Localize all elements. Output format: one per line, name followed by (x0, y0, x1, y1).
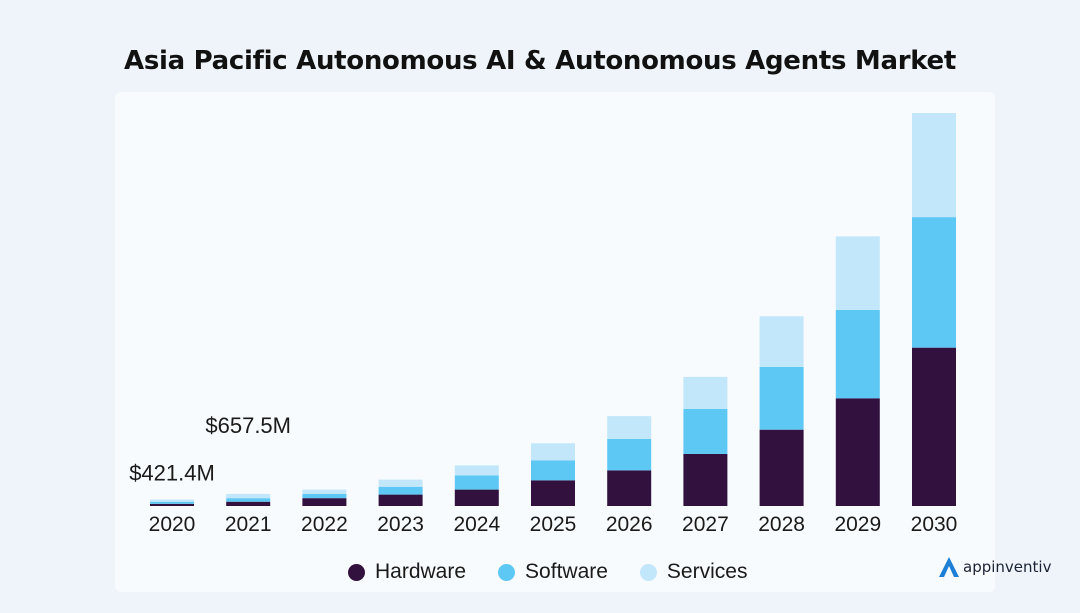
legend-item-services: Services (639, 560, 748, 584)
legend-label-hardware: Hardware (375, 560, 467, 583)
bar-hardware-2023 (378, 494, 423, 506)
x-tick-label-2027: 2027 (682, 513, 729, 536)
bar-hardware-2030 (912, 347, 956, 506)
legend-swatch-software (498, 563, 516, 581)
bar-software-2026 (607, 438, 652, 471)
x-tick-label-2025: 2025 (530, 513, 577, 536)
legend-label-services: Services (666, 560, 748, 583)
chart-legend: Hardware Software Services (348, 558, 747, 586)
brand-logo: appinventiv (938, 556, 1051, 578)
bar-hardware-2020 (150, 503, 194, 506)
x-tick-label-2026: 2026 (606, 513, 653, 536)
bar-services-2021 (226, 493, 271, 499)
legend-swatch-services (639, 563, 657, 581)
x-tick-label-2024: 2024 (453, 513, 500, 536)
bar-services-2024 (454, 465, 499, 476)
appinventiv-logo-icon (939, 557, 959, 577)
bar-services-2023 (378, 479, 423, 487)
bar-services-2028 (759, 316, 804, 367)
chart-title: Asia Pacific Autonomous AI & Autonomous … (124, 46, 956, 76)
x-tick-label-2023: 2023 (377, 513, 424, 536)
bar-software-2021 (226, 498, 271, 502)
bar-software-2028 (759, 366, 804, 430)
bar-hardware-2024 (454, 489, 499, 506)
bar-hardware-2021 (226, 501, 271, 506)
x-tick-label-2022: 2022 (301, 513, 348, 536)
legend-label-software: Software (525, 560, 608, 583)
data-label-2021: $657.5M (205, 413, 291, 438)
bar-software-2027 (683, 408, 728, 454)
bar-software-2022 (302, 493, 347, 499)
bar-hardware-2028 (759, 429, 804, 506)
bar-software-2030 (912, 217, 956, 348)
bar-software-2025 (531, 460, 575, 481)
brand-name: appinventiv (963, 558, 1052, 576)
bar-hardware-2029 (835, 398, 880, 506)
bar-hardware-2027 (683, 453, 728, 506)
bar-services-2030 (912, 112, 956, 218)
bar-software-2020 (150, 501, 194, 504)
data-label-2020: $421.4M (129, 461, 215, 486)
bar-services-2022 (302, 489, 347, 494)
bar-services-2020 (150, 499, 194, 502)
bar-services-2025 (531, 443, 575, 461)
x-tick-label-2030: 2030 (911, 513, 958, 536)
bar-hardware-2022 (302, 498, 347, 506)
bar-software-2024 (454, 475, 499, 490)
x-tick-label-2020: 2020 (149, 513, 196, 536)
bar-services-2027 (683, 376, 728, 409)
bar-services-2029 (835, 236, 880, 310)
legend-item-software: Software (498, 560, 608, 584)
bar-software-2023 (378, 486, 423, 495)
legend-swatch-hardware (348, 563, 365, 581)
x-tick-label-2021: 2021 (225, 513, 272, 536)
bar-services-2026 (607, 416, 652, 439)
bar-software-2029 (835, 309, 880, 399)
x-tick-label-2029: 2029 (834, 513, 881, 536)
x-tick-label-2028: 2028 (758, 513, 805, 536)
legend-item-hardware: Hardware (348, 560, 466, 584)
bar-hardware-2025 (531, 480, 575, 506)
bar-hardware-2026 (607, 470, 652, 506)
